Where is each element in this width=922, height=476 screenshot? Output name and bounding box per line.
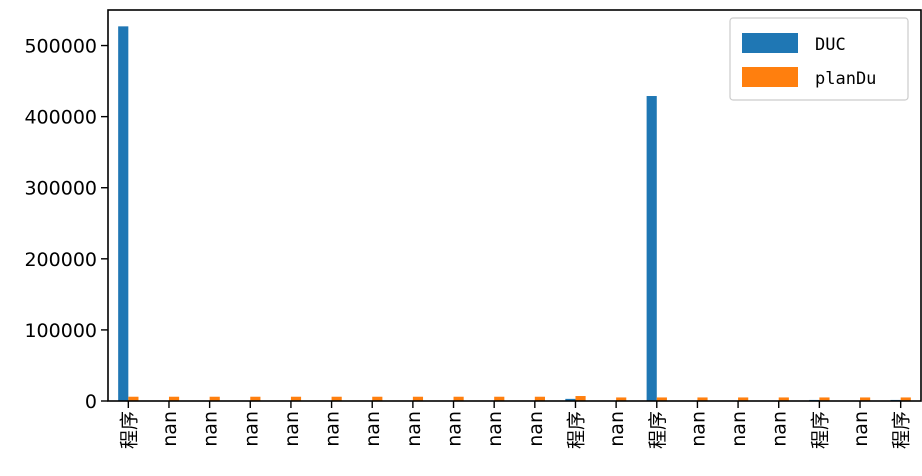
- bar-plandu-9: [494, 396, 505, 401]
- x-tick-label: 程序: [891, 411, 913, 449]
- bar-plandu-5: [331, 396, 342, 401]
- bar-duc-0: [118, 26, 129, 401]
- y-tick-label: 400000: [24, 107, 97, 129]
- plot-frame: [107, 9, 922, 402]
- x-tick-label: nan: [240, 411, 262, 447]
- x-axis: 程序 nan nan nan nan nan nan nan nan nan nan 程序 nan 程序 n…: [118, 401, 913, 449]
- bar-plandu-18: [860, 397, 871, 401]
- y-axis: 0 100000 200000 300000 400000 500000: [24, 36, 108, 413]
- bar-plandu-2: [209, 396, 220, 401]
- bar-plandu-1: [168, 396, 180, 401]
- x-tick-label: 程序: [809, 411, 831, 449]
- x-tick-label: nan: [281, 411, 303, 447]
- y-tick-label: 500000: [24, 36, 97, 58]
- x-tick-label: nan: [362, 411, 384, 447]
- y-tick-label: 100000: [24, 320, 97, 342]
- bar-plandu-10: [534, 396, 545, 401]
- bars: [118, 26, 911, 402]
- x-tick-label: 程序: [565, 411, 587, 449]
- legend-swatch-plandu: [742, 67, 798, 87]
- legend-swatch-duc: [742, 33, 798, 53]
- bar-plandu-0: [128, 396, 139, 401]
- bar-plandu-6: [372, 396, 383, 401]
- x-tick-label: nan: [728, 411, 750, 447]
- bar-plandu-16: [778, 397, 789, 401]
- x-tick-label: nan: [769, 411, 791, 447]
- y-tick-label: 300000: [24, 178, 97, 200]
- bar-plandu-14: [697, 397, 708, 401]
- bar-plandu-4: [290, 396, 302, 401]
- bar-plandu-15: [738, 397, 749, 401]
- x-tick-label: nan: [159, 411, 181, 447]
- x-tick-label: 程序: [118, 411, 140, 449]
- x-tick-label: nan: [525, 411, 547, 447]
- legend-label-plandu: planDu: [815, 69, 876, 89]
- x-tick-label: nan: [850, 411, 872, 447]
- x-tick-label: nan: [322, 411, 344, 447]
- bar-plandu-19: [900, 397, 911, 401]
- bar-plandu-7: [412, 396, 424, 401]
- bar-duc-11: [565, 398, 576, 401]
- y-tick-label: 0: [85, 391, 97, 413]
- bar-duc-13: [646, 96, 657, 402]
- x-tick-label: nan: [687, 411, 709, 447]
- x-tick-label: nan: [200, 411, 222, 447]
- bar-plandu-17: [819, 397, 830, 401]
- legend: DUC planDu: [729, 17, 909, 101]
- x-tick-label: nan: [606, 411, 628, 447]
- bar-plandu-13: [656, 397, 667, 401]
- y-tick-label: 200000: [24, 249, 97, 271]
- bar-plandu-8: [453, 396, 464, 401]
- bar-plandu-12: [616, 397, 627, 401]
- bar-plandu-3: [250, 396, 261, 401]
- x-tick-label: nan: [484, 411, 506, 447]
- x-tick-label: 程序: [647, 411, 669, 449]
- x-tick-label: nan: [444, 411, 466, 447]
- x-tick-label: nan: [403, 411, 425, 447]
- legend-label-duc: DUC: [815, 35, 846, 55]
- bar-plandu-11: [575, 396, 586, 401]
